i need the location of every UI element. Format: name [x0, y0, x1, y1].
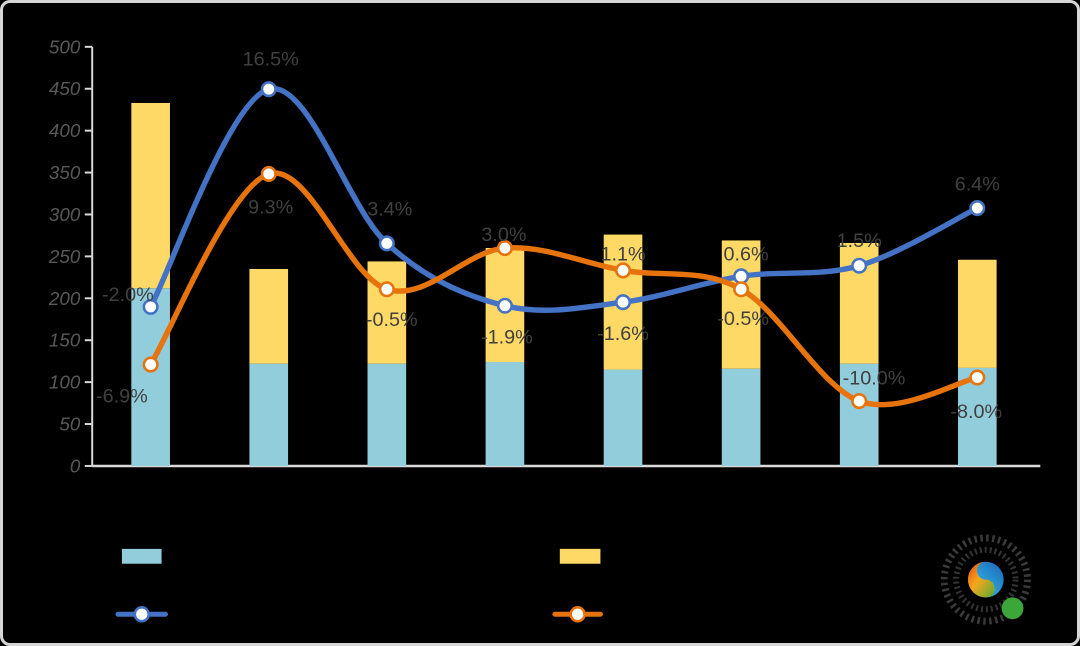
y-axis-label: 400 [49, 120, 81, 141]
company-logo [944, 538, 1027, 621]
orange-line-marker [380, 283, 393, 296]
orange-line-data-label: -6.9% [96, 385, 148, 407]
legend-swatch-bar-yellow [560, 549, 601, 564]
y-axis-label: 300 [49, 204, 81, 225]
bar-top-segment [131, 103, 170, 288]
legend-marker-orange [571, 607, 585, 621]
blue-line-data-label: 0.6% [724, 244, 769, 266]
orange-line-data-label: -8.0% [950, 401, 1002, 423]
bar-top-segment [958, 260, 997, 368]
combo-chart: 500450400350300250200150100500-2.0%16.5%… [3, 3, 1077, 643]
orange-line-marker [144, 358, 157, 371]
orange-line-marker [616, 264, 629, 277]
bar-bottom-segment [368, 364, 407, 466]
logo-green-dot [1002, 597, 1024, 619]
orange-line-data-label: 3.0% [481, 224, 526, 246]
blue-line-marker [262, 82, 275, 95]
orange-line-data-label: -0.5% [366, 309, 418, 331]
y-axis-label: 100 [49, 372, 81, 393]
blue-line-marker [971, 201, 984, 214]
orange-line-data-label: -10.0% [843, 367, 906, 389]
blue-line-marker [498, 299, 511, 312]
y-axis-label: 350 [49, 162, 81, 183]
blue-line-data-label: -1.9% [481, 326, 533, 348]
y-axis-label: 150 [49, 330, 81, 351]
orange-line-data-label: -0.5% [717, 308, 769, 330]
orange-line-marker [852, 394, 865, 407]
bar-bottom-segment [249, 364, 288, 466]
blue-line-data-label: 6.4% [955, 173, 1000, 195]
blue-line-marker [380, 237, 393, 250]
orange-line-data-label: 9.3% [248, 197, 293, 219]
y-axis-label: 500 [49, 36, 81, 57]
legend-swatch-bar-blue [122, 549, 162, 564]
bar-bottom-segment [604, 370, 643, 466]
chart-screen: 500450400350300250200150100500-2.0%16.5%… [0, 0, 1080, 646]
y-axis-label: 50 [59, 414, 80, 435]
blue-line-data-label: -1.6% [597, 323, 649, 345]
blue-line-data-label: 16.5% [243, 48, 299, 70]
legend-marker-blue [135, 607, 149, 621]
blue-line-data-label: 3.4% [367, 199, 412, 221]
blue-line-marker [616, 295, 629, 308]
blue-line-data-label: -2.0% [102, 284, 154, 306]
orange-line-marker [262, 167, 275, 180]
y-axis-label: 200 [48, 288, 81, 309]
blue-line-marker [734, 270, 747, 283]
orange-line-marker [734, 283, 747, 296]
orange-line-data-label: 1.1% [600, 244, 645, 266]
y-axis-label: 0 [70, 455, 81, 476]
bar-bottom-segment [486, 362, 525, 466]
bar-top-segment [249, 269, 288, 364]
blue-line-marker [852, 259, 865, 272]
bar-bottom-segment [722, 369, 761, 466]
orange-line-marker [971, 371, 984, 384]
y-axis-label: 450 [49, 78, 81, 99]
y-axis-label: 250 [48, 246, 81, 267]
blue-line-data-label: 1.5% [837, 230, 882, 252]
